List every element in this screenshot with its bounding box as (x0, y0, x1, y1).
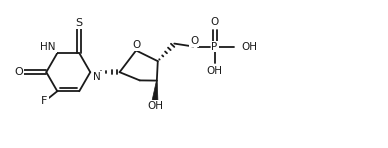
Text: O: O (210, 17, 219, 27)
Text: O: O (14, 67, 23, 77)
Text: P: P (211, 41, 218, 52)
Text: S: S (76, 18, 83, 28)
Text: HN: HN (40, 42, 56, 52)
Text: N: N (93, 72, 101, 82)
Text: O: O (190, 36, 198, 46)
Text: OH: OH (206, 66, 223, 76)
Text: OH: OH (147, 101, 163, 111)
Text: OH: OH (241, 41, 257, 52)
Polygon shape (152, 81, 158, 101)
Text: O: O (132, 40, 140, 50)
Text: F: F (41, 96, 48, 106)
